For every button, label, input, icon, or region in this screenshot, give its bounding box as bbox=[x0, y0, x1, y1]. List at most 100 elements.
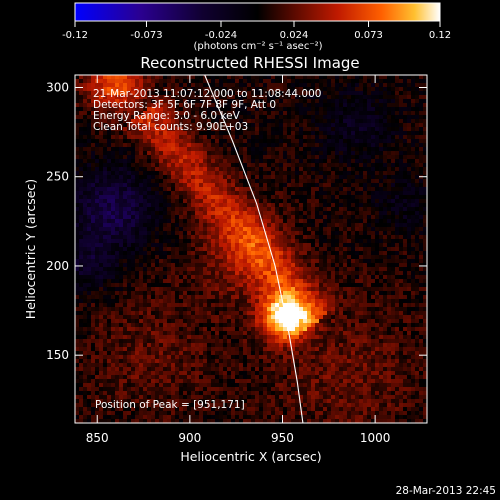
heatmap-cell bbox=[179, 235, 184, 240]
heatmap-cell bbox=[379, 263, 384, 268]
heatmap-cell bbox=[331, 223, 336, 228]
heatmap-cell bbox=[307, 247, 312, 252]
heatmap-cell bbox=[167, 235, 172, 240]
heatmap-cell bbox=[187, 215, 192, 220]
heatmap-cell bbox=[287, 143, 292, 148]
heatmap-cell bbox=[191, 79, 196, 84]
heatmap-cell bbox=[347, 235, 352, 240]
heatmap-cell bbox=[87, 199, 92, 204]
heatmap-cell bbox=[239, 103, 244, 108]
heatmap-cell bbox=[87, 155, 92, 160]
heatmap-cell bbox=[227, 163, 232, 168]
heatmap-cell bbox=[139, 75, 144, 80]
heatmap-cell bbox=[95, 291, 100, 296]
heatmap-cell bbox=[351, 271, 356, 276]
heatmap-cell bbox=[331, 139, 336, 144]
heatmap-cell bbox=[223, 295, 228, 300]
heatmap-cell bbox=[371, 103, 376, 108]
heatmap-cell bbox=[211, 75, 216, 80]
heatmap-cell bbox=[123, 179, 128, 184]
heatmap-cell bbox=[135, 159, 140, 164]
heatmap-cell bbox=[339, 219, 344, 224]
heatmap-cell bbox=[263, 147, 268, 152]
heatmap-cell bbox=[99, 195, 104, 200]
heatmap-cell bbox=[411, 295, 416, 300]
heatmap-cell bbox=[331, 171, 336, 176]
heatmap-cell bbox=[187, 195, 192, 200]
heatmap-cell bbox=[331, 203, 336, 208]
heatmap-cell bbox=[307, 219, 312, 224]
heatmap-cell bbox=[187, 75, 192, 80]
heatmap-cell bbox=[155, 207, 160, 212]
heatmap-cell bbox=[275, 211, 280, 216]
heatmap-cell bbox=[179, 143, 184, 148]
heatmap-cell bbox=[167, 87, 172, 92]
heatmap-cell bbox=[131, 247, 136, 252]
heatmap-cell bbox=[307, 123, 312, 128]
heatmap-cell bbox=[171, 195, 176, 200]
heatmap-cell bbox=[427, 263, 432, 268]
heatmap-cell bbox=[259, 83, 264, 88]
heatmap-cell bbox=[383, 287, 388, 292]
heatmap-cell bbox=[135, 219, 140, 224]
heatmap-cell bbox=[115, 291, 120, 296]
heatmap-cell bbox=[319, 215, 324, 220]
heatmap-cell bbox=[171, 251, 176, 256]
heatmap-cell bbox=[103, 251, 108, 256]
heatmap-cell bbox=[75, 267, 80, 272]
heatmap-cell bbox=[167, 287, 172, 292]
heatmap-cell bbox=[99, 159, 104, 164]
heatmap-cell bbox=[299, 155, 304, 160]
heatmap-cell bbox=[179, 127, 184, 132]
heatmap-cell bbox=[147, 247, 152, 252]
heatmap-cell bbox=[231, 187, 236, 192]
heatmap-cell bbox=[283, 187, 288, 192]
heatmap-cell bbox=[223, 87, 228, 92]
heatmap-cell bbox=[239, 171, 244, 176]
heatmap-cell bbox=[275, 199, 280, 204]
heatmap-cell bbox=[399, 87, 404, 92]
heatmap-cell bbox=[347, 79, 352, 84]
heatmap-cell bbox=[191, 135, 196, 140]
heatmap-cell bbox=[167, 279, 172, 284]
heatmap-cell bbox=[391, 131, 396, 136]
heatmap-cell bbox=[283, 207, 288, 212]
heatmap-cell bbox=[151, 107, 156, 112]
heatmap-cell bbox=[139, 167, 144, 172]
heatmap-cell bbox=[407, 251, 412, 256]
heatmap-cell bbox=[267, 91, 272, 96]
heatmap-cell bbox=[291, 103, 296, 108]
heatmap-cell bbox=[75, 191, 80, 196]
heatmap-cell bbox=[283, 107, 288, 112]
heatmap-cell bbox=[199, 183, 204, 188]
heatmap-cell bbox=[335, 171, 340, 176]
heatmap-cell bbox=[339, 163, 344, 168]
heatmap-cell bbox=[131, 131, 136, 136]
heatmap-cell bbox=[347, 111, 352, 116]
heatmap-cell bbox=[379, 147, 384, 152]
heatmap-cell bbox=[219, 175, 224, 180]
heatmap-cell bbox=[183, 275, 188, 280]
heatmap-cell bbox=[415, 139, 420, 144]
heatmap-cell bbox=[235, 199, 240, 204]
heatmap-cell bbox=[139, 87, 144, 92]
heatmap-cell bbox=[183, 203, 188, 208]
heatmap-cell bbox=[239, 151, 244, 156]
heatmap-cell bbox=[91, 87, 96, 92]
heatmap-cell bbox=[219, 143, 224, 148]
heatmap-cell bbox=[391, 199, 396, 204]
heatmap-cell bbox=[267, 215, 272, 220]
heatmap-cell bbox=[131, 259, 136, 264]
heatmap-cell bbox=[179, 175, 184, 180]
heatmap-cell bbox=[115, 267, 120, 272]
heatmap-cell bbox=[227, 255, 232, 260]
heatmap-cell bbox=[83, 191, 88, 196]
heatmap-cell bbox=[223, 79, 228, 84]
heatmap-cell bbox=[207, 91, 212, 96]
heatmap-cell bbox=[279, 115, 284, 120]
heatmap-cell bbox=[271, 175, 276, 180]
heatmap-cell bbox=[131, 203, 136, 208]
heatmap-cell bbox=[195, 143, 200, 148]
heatmap-cell bbox=[323, 99, 328, 104]
heatmap-cell bbox=[215, 267, 220, 272]
